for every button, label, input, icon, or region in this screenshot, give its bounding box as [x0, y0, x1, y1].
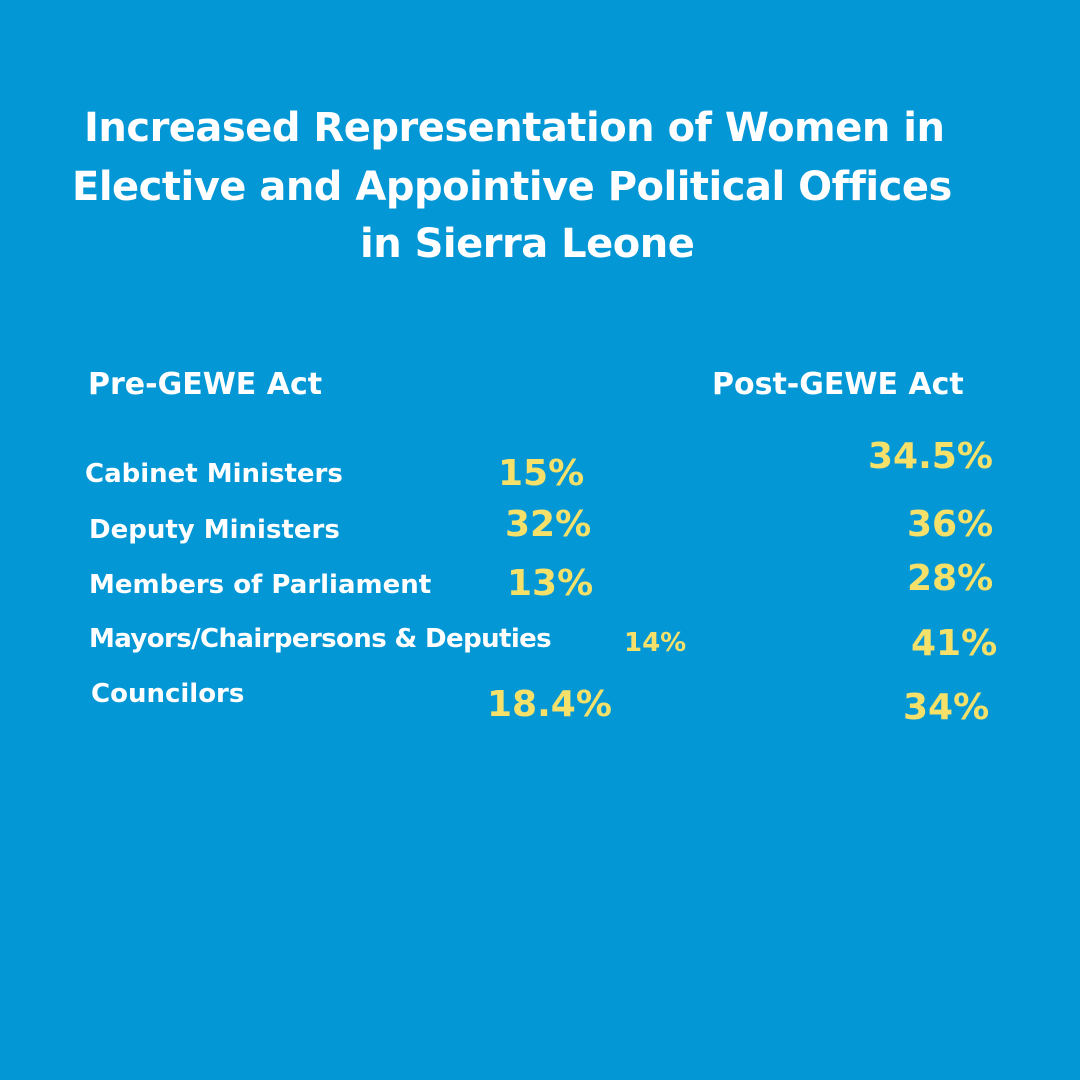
- post-gewe-header: Post-GEWE Act: [712, 367, 964, 402]
- title-line-1: Increased Representation of Women in: [84, 105, 945, 151]
- post-value-cabinet-ministers: 34.5%: [868, 436, 993, 477]
- title-line-2: Elective and Appointive Political Office…: [72, 164, 952, 210]
- post-value-members-of-parliament: 28%: [907, 558, 994, 599]
- post-value-councilors: 34%: [903, 687, 990, 728]
- pre-value-mayors-chairpersons: 14%: [624, 628, 687, 658]
- pre-value-councilors: 18.4%: [487, 684, 612, 725]
- title-line-3: in Sierra Leone: [360, 221, 695, 267]
- row-label-deputy-ministers: Deputy Ministers: [89, 515, 340, 545]
- pre-value-members-of-parliament: 13%: [507, 563, 594, 604]
- pre-value-cabinet-ministers: 15%: [498, 453, 585, 494]
- row-label-members-of-parliament: Members of Parliament: [89, 570, 432, 600]
- pre-value-deputy-ministers: 32%: [505, 504, 592, 545]
- post-value-deputy-ministers: 36%: [907, 504, 994, 545]
- post-value-mayors-chairpersons: 41%: [911, 623, 998, 664]
- row-label-councilors: Councilors: [91, 679, 245, 709]
- row-label-cabinet-ministers: Cabinet Ministers: [85, 459, 343, 489]
- row-label-mayors-chairpersons: Mayors/Chairpersons & Deputies: [89, 624, 552, 654]
- pre-gewe-header: Pre-GEWE Act: [88, 367, 323, 402]
